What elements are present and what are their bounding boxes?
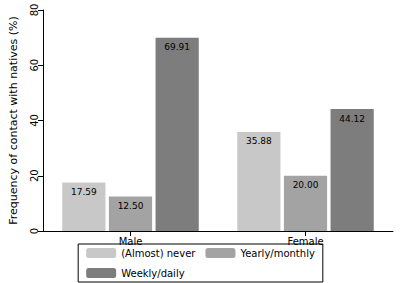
- svg-text:60: 60: [29, 59, 40, 72]
- svg-text:Female: Female: [287, 235, 324, 247]
- svg-text:Weekly/daily: Weekly/daily: [121, 268, 184, 279]
- svg-text:Yearly/monthly: Yearly/monthly: [239, 248, 314, 259]
- svg-text:Frequency of contact with nati: Frequency of contact with natives (%): [7, 16, 20, 225]
- svg-text:69.91: 69.91: [164, 42, 190, 52]
- svg-text:80: 80: [29, 4, 40, 17]
- svg-text:20.00: 20.00: [293, 180, 319, 190]
- svg-text:44.12: 44.12: [339, 114, 365, 124]
- svg-text:17.59: 17.59: [71, 187, 97, 197]
- svg-text:Male: Male: [118, 235, 143, 247]
- svg-text:0: 0: [29, 228, 40, 234]
- svg-text:40: 40: [29, 114, 40, 127]
- svg-text:(Almost) never: (Almost) never: [121, 248, 196, 259]
- svg-text:20: 20: [29, 169, 40, 182]
- svg-text:12.50: 12.50: [118, 201, 144, 211]
- svg-text:35.88: 35.88: [246, 136, 272, 146]
